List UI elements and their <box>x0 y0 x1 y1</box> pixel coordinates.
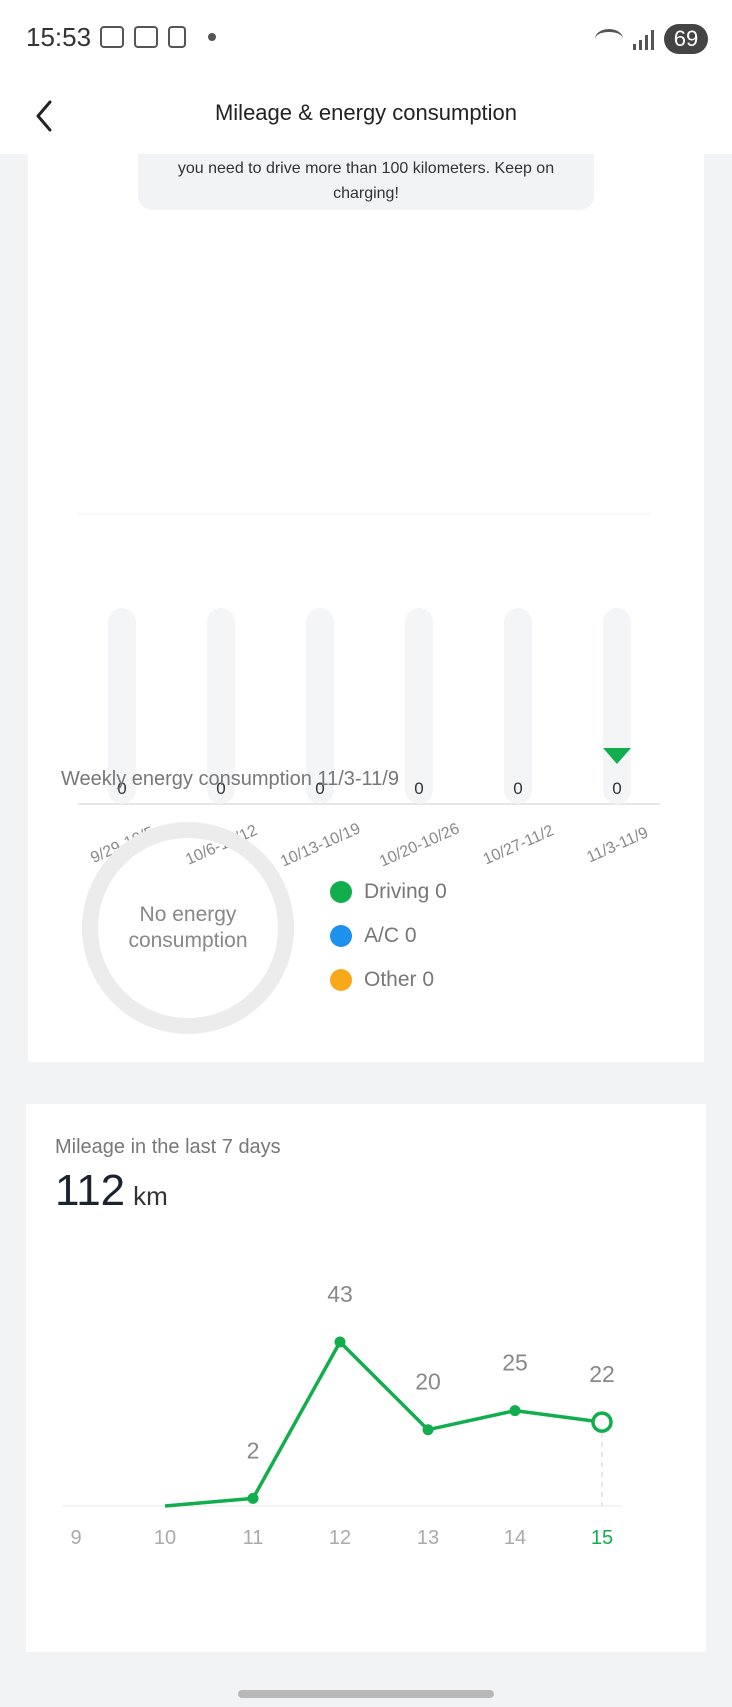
wifi-icon <box>595 29 623 49</box>
weekly-bar-chart: 09/29-10/5010/6-10/12010/13-10/19010/20-… <box>78 513 660 871</box>
back-button[interactable] <box>28 96 68 136</box>
bar-track[interactable] <box>108 608 136 804</box>
data-label: 22 <box>589 1361 615 1387</box>
x-tick-label[interactable]: 9 <box>70 1527 81 1549</box>
bar-category-label: 10/27-11/2 <box>481 822 557 868</box>
mileage-total: 112 km <box>55 1166 168 1216</box>
mileage-unit: km <box>133 1181 168 1211</box>
energy-legend: Driving 0 A/C 0 Other 0 <box>330 870 447 1002</box>
ring-empty-text: No energy consumption <box>128 903 248 952</box>
bar-track[interactable] <box>405 608 433 804</box>
x-tick-label[interactable]: 14 <box>504 1527 526 1549</box>
data-label: 43 <box>327 1281 353 1307</box>
signal-icon <box>633 28 654 50</box>
home-indicator[interactable] <box>238 1690 494 1698</box>
x-tick-label[interactable]: 13 <box>417 1527 439 1549</box>
legend-item-driving: Driving 0 <box>330 870 447 914</box>
mileage-series-line <box>164 1340 603 1508</box>
bar-track[interactable] <box>603 608 631 804</box>
energy-section-title: Weekly energy consumption 11/3-11/9 <box>61 768 399 790</box>
status-bar: 15:53 69 <box>0 0 732 78</box>
data-point[interactable] <box>334 1336 346 1348</box>
bar-track[interactable] <box>207 608 235 804</box>
mileage-line-chart: 2 43 20 25 22 9 10 11 12 13 14 15 <box>62 1281 622 1549</box>
data-label: 2 <box>247 1437 260 1463</box>
x-tick-label[interactable]: 15 <box>591 1527 613 1549</box>
mileage-card: Mileage in the last 7 days 112 km 2 43 20 2… <box>26 1104 706 1652</box>
mileage-title: Mileage in the last 7 days <box>55 1136 281 1158</box>
legend-dot-other <box>330 969 352 991</box>
bar-category-label: 11/3-11/9 <box>584 824 651 866</box>
bar-category-label: 10/20-10/26 <box>377 820 462 870</box>
energy-card: you need to drive more than 100 kilomete… <box>28 154 704 1062</box>
data-point[interactable] <box>509 1405 521 1417</box>
legend-label-ac: A/C 0 <box>364 924 417 947</box>
page-title: Mileage & energy consumption <box>214 100 518 125</box>
bar-value-label: 0 <box>315 779 324 798</box>
bar-category-label: 10/13-10/19 <box>278 820 363 870</box>
bar-value-label: 0 <box>612 779 621 798</box>
bar-value-label: 0 <box>216 779 225 798</box>
legend-item-other: Other 0 <box>330 958 447 1002</box>
bar-value-label: 0 <box>513 779 522 798</box>
status-icons-right: 69 <box>595 24 708 54</box>
data-label: 25 <box>502 1350 528 1376</box>
screenshot-icon <box>100 26 124 48</box>
tip-message: you need to drive more than 100 kilomete… <box>138 154 594 210</box>
legend-item-ac: A/C 0 <box>330 914 447 958</box>
data-point[interactable] <box>247 1492 259 1504</box>
app-icon-2 <box>168 26 186 48</box>
energy-ring: No energy consumption <box>82 822 294 1034</box>
battery-indicator: 69 <box>664 24 708 54</box>
x-tick-label[interactable]: 10 <box>154 1527 176 1549</box>
data-point-highlight[interactable] <box>591 1411 613 1433</box>
chevron-left-icon <box>36 100 52 132</box>
header: Mileage & energy consumption <box>0 78 732 154</box>
selected-marker-icon <box>603 748 631 764</box>
x-tick-label[interactable]: 12 <box>329 1527 351 1549</box>
mileage-number: 112 <box>55 1166 126 1215</box>
bar-value-label: 0 <box>117 779 126 798</box>
x-tick-label[interactable]: 11 <box>243 1527 264 1549</box>
app-icon <box>134 26 158 48</box>
status-time: 15:53 <box>26 22 92 52</box>
dot-icon <box>208 33 216 41</box>
data-label: 20 <box>415 1369 441 1395</box>
legend-dot-driving <box>330 881 352 903</box>
legend-dot-ac <box>330 925 352 947</box>
bar-value-label: 0 <box>414 779 423 798</box>
status-icons-left <box>100 26 216 48</box>
bar-track[interactable] <box>504 608 532 804</box>
data-point[interactable] <box>422 1424 434 1436</box>
legend-label-driving: Driving 0 <box>364 880 447 903</box>
legend-label-other: Other 0 <box>364 968 435 991</box>
bar-track[interactable] <box>306 608 334 804</box>
